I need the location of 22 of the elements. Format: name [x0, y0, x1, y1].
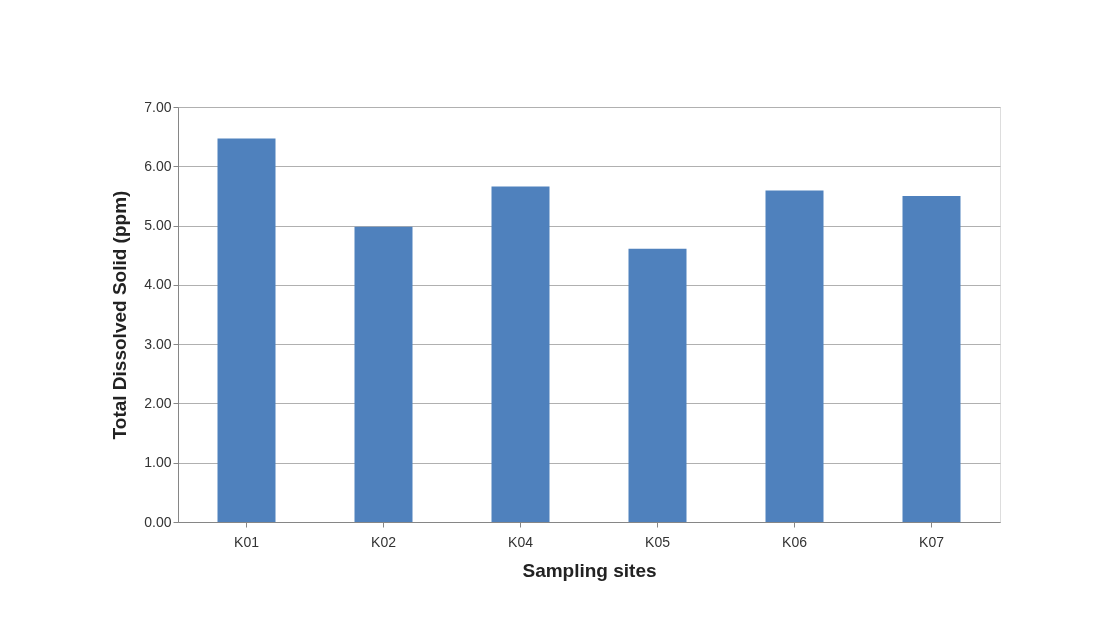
y-axis-title: Total Dissolved Solid (ppm)	[109, 190, 131, 440]
x-tick-label: K06	[782, 533, 808, 550]
bar	[217, 138, 276, 522]
x-tick-label: K04	[508, 533, 534, 550]
y-tick-label: 3.00	[144, 335, 172, 352]
y-tick-label: 6.00	[144, 157, 172, 174]
y-tick-label: 2.00	[144, 394, 172, 411]
bar	[491, 186, 550, 522]
y-tick-label: 0.00	[144, 513, 172, 530]
x-tick-label: K07	[919, 533, 945, 550]
x-tick-label: K02	[371, 533, 397, 550]
bar	[902, 195, 961, 522]
y-tick-label: 4.00	[144, 276, 172, 293]
x-tick-label: K01	[234, 533, 260, 550]
bar	[354, 226, 413, 522]
y-tick-label: 5.00	[144, 217, 172, 234]
y-tick-label: 7.00	[144, 98, 172, 115]
x-axis-title: Sampling sites	[522, 559, 657, 581]
bar	[765, 190, 824, 522]
bar	[628, 248, 687, 522]
y-tick-label: 1.00	[144, 454, 172, 471]
x-tick-label: K05	[645, 533, 671, 550]
